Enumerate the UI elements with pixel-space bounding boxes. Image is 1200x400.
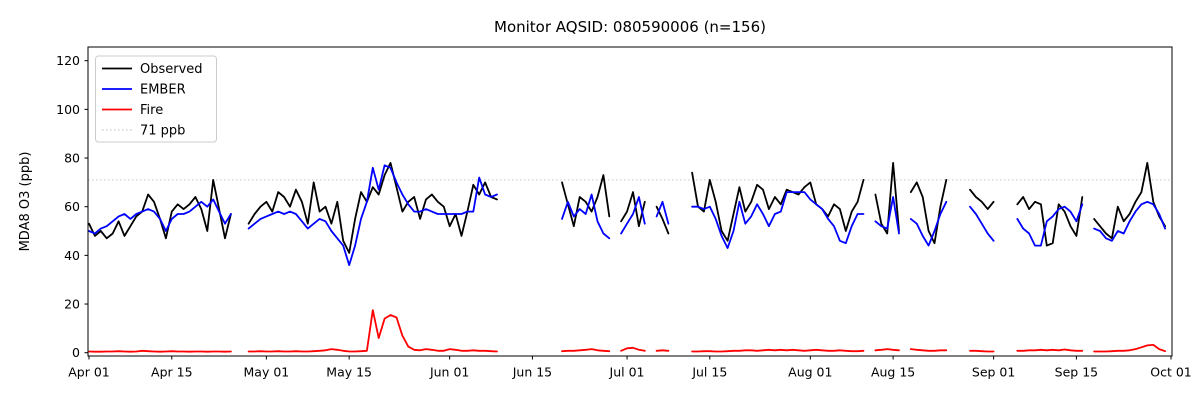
x-axis-ticks: Apr 01 Apr 15 May 01 May 15 Jun 01 Jun 15 Jul … bbox=[68, 356, 1192, 380]
y-tick-label: 120 bbox=[56, 53, 80, 68]
x-tick-label: Sep 15 bbox=[1055, 365, 1098, 380]
observed-line bbox=[88, 162, 1166, 254]
x-tick-label: May 15 bbox=[326, 365, 372, 380]
legend-box bbox=[95, 55, 217, 143]
plot-frame bbox=[87, 46, 1173, 357]
x-tick-label: Sep 01 bbox=[972, 365, 1015, 380]
y-tick-label: 80 bbox=[64, 151, 80, 166]
ember-line bbox=[88, 164, 1166, 266]
chart-title: Monitor AQSID: 080590006 (n=156) bbox=[494, 18, 766, 36]
y-axis-label: MDA8 O3 (ppb) bbox=[18, 152, 33, 252]
y-tick-label: 40 bbox=[64, 248, 80, 263]
y-tick-label: 100 bbox=[56, 102, 80, 117]
y-tick-label: 20 bbox=[64, 297, 80, 312]
x-tick-label: Oct 01 bbox=[1150, 365, 1192, 380]
y-tick-label: 0 bbox=[72, 345, 80, 360]
x-tick-label: Jul 15 bbox=[691, 365, 727, 380]
x-tick-label: Apr 01 bbox=[68, 365, 110, 380]
legend-label-threshold: 71 ppb bbox=[140, 124, 185, 139]
y-tick-label: 60 bbox=[64, 199, 80, 214]
legend-label-observed: Observed bbox=[140, 62, 203, 77]
x-tick-label: Aug 01 bbox=[788, 365, 832, 380]
x-tick-label: May 01 bbox=[244, 365, 290, 380]
x-tick-label: Jun 15 bbox=[512, 365, 552, 380]
fire-line bbox=[88, 309, 1166, 353]
legend-label-fire: Fire bbox=[140, 103, 163, 118]
legend: Observed EMBER Fire 71 ppb bbox=[95, 55, 217, 143]
x-tick-label: Jun 01 bbox=[429, 365, 469, 380]
x-tick-label: Apr 15 bbox=[151, 365, 193, 380]
legend-label-ember: EMBER bbox=[140, 83, 186, 98]
x-tick-label: Aug 15 bbox=[871, 365, 915, 380]
y-axis-ticks: 0 20 40 60 80 100 120 bbox=[56, 53, 88, 360]
x-tick-label: Jul 01 bbox=[609, 365, 645, 380]
